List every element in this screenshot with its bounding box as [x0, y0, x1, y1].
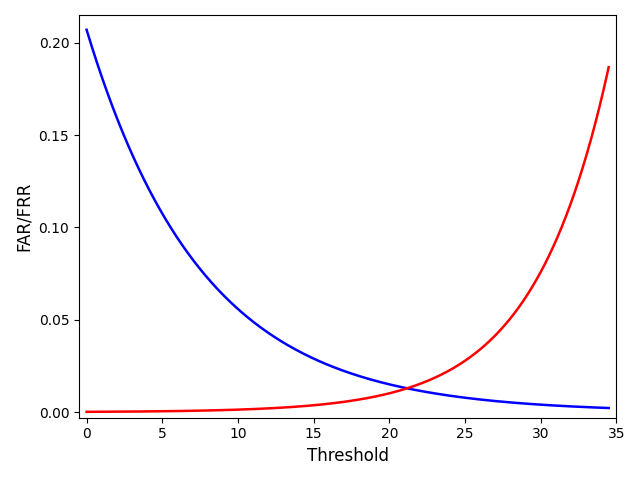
X-axis label: Threshold: Threshold — [307, 447, 388, 465]
Y-axis label: FAR/FRR: FAR/FRR — [15, 181, 33, 251]
